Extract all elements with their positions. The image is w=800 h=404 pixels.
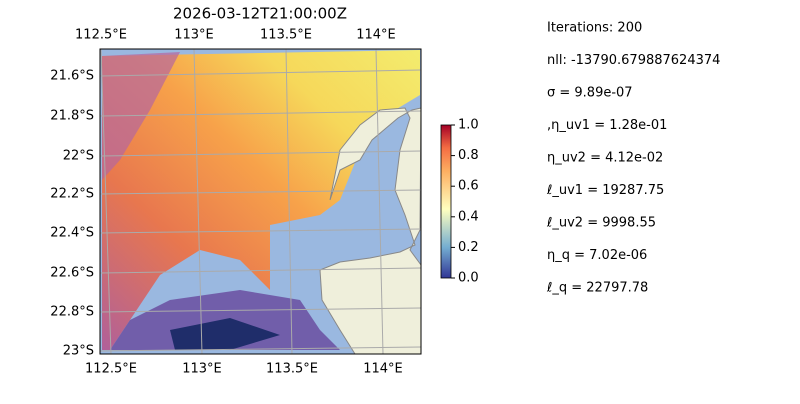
map-frame (99, 48, 422, 355)
stat-text: nll: -13790.679887624374 (547, 53, 720, 68)
lat-label: 22.2°S (50, 187, 94, 202)
stat-text: σ = 9.89e-07 (547, 86, 633, 101)
lon-label: 113.5°E (260, 28, 312, 43)
graticule (99, 48, 422, 355)
colorbar-tick-label: 1.0 (458, 118, 479, 133)
colorbar-tick-label: 0.6 (458, 179, 479, 194)
lat-label: 22°S (63, 149, 94, 164)
lon-label: 114°E (363, 362, 403, 377)
lat-label: 22.6°S (50, 266, 94, 281)
lat-label: 22.4°S (50, 226, 94, 241)
lon-label: 113.5°E (266, 362, 318, 377)
colorbar-tick-label: 0.0 (458, 271, 479, 286)
map (99, 48, 422, 355)
stat-text: ,η_uv1 = 1.28e-01 (547, 118, 667, 133)
lon-label: 112.5°E (85, 362, 137, 377)
colorbar-tick-label: 0.2 (458, 240, 479, 255)
title: 2026-03-12T21:00:00Z (173, 5, 347, 23)
colorbar (440, 124, 452, 279)
lat-label: 23°S (63, 344, 94, 359)
stat-text: η_uv2 = 4.12e-02 (547, 151, 663, 166)
lat-label: 21.8°S (50, 109, 94, 124)
heatmap-edge (102, 52, 180, 180)
stat-text: ℓ_q = 22797.78 (546, 281, 648, 296)
colorbar-tick-label: 0.8 (458, 148, 479, 163)
lon-label: 112.5°E (75, 28, 127, 43)
stat-text: Iterations: 200 (547, 21, 642, 36)
heatmap-min (170, 318, 280, 350)
lat-label: 21.6°S (50, 69, 94, 84)
lon-label: 113°E (174, 28, 214, 43)
stat-text: ℓ_uv2 = 9998.55 (546, 216, 656, 231)
lon-label: 113°E (182, 362, 222, 377)
lat-label: 22.8°S (50, 305, 94, 320)
lon-label: 114°E (356, 28, 396, 43)
stat-text: ℓ_uv1 = 19287.75 (546, 183, 664, 198)
land (319, 107, 422, 355)
colorbar-tick-label: 0.4 (458, 209, 479, 224)
stat-text: η_q = 7.02e-06 (547, 248, 647, 263)
heatmap (102, 50, 420, 350)
